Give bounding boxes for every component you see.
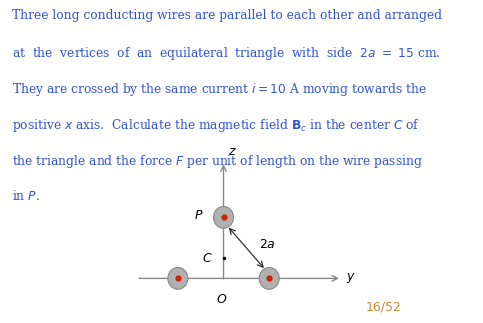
Ellipse shape — [213, 206, 233, 228]
Text: $P$: $P$ — [194, 209, 203, 222]
Text: at  the  vertices  of  an  equilateral  triangle  with  side  $2a\ =\ 15$ cm.: at the vertices of an equilateral triang… — [12, 45, 440, 62]
Text: the triangle and the force $F$ per unit of length on the wire passing: the triangle and the force $F$ per unit … — [12, 153, 423, 170]
Ellipse shape — [259, 267, 279, 289]
Text: $z$: $z$ — [228, 145, 237, 158]
Ellipse shape — [168, 267, 188, 289]
Text: in $P$.: in $P$. — [12, 189, 40, 203]
Text: $2a$: $2a$ — [259, 238, 276, 251]
Text: $C$: $C$ — [202, 252, 213, 265]
Text: Three long conducting wires are parallel to each other and arranged: Three long conducting wires are parallel… — [12, 9, 442, 22]
Text: They are crossed by the same current $i = 10$ A moving towards the: They are crossed by the same current $i … — [12, 81, 427, 98]
Text: 16/52: 16/52 — [366, 301, 402, 314]
Text: $O$: $O$ — [216, 293, 227, 306]
Text: positive $x$ axis.  Calculate the magnetic field $\mathbf{B}_c$ in the center $C: positive $x$ axis. Calculate the magneti… — [12, 117, 420, 134]
Text: $y$: $y$ — [346, 271, 356, 286]
